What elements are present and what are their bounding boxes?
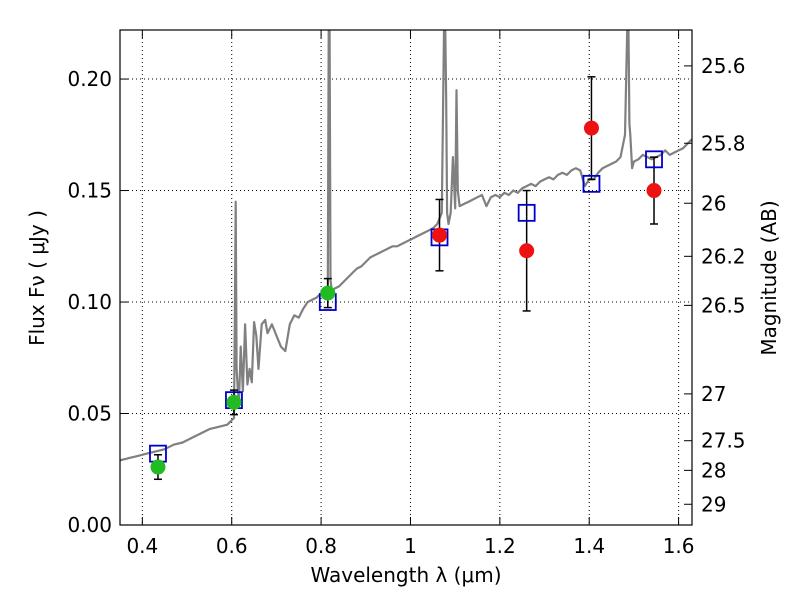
error-bars [153, 76, 659, 481]
ground-photometry-point [150, 459, 166, 475]
model-spectrum-path [120, 30, 692, 462]
x-tick-label: 0.4 [126, 534, 158, 558]
x-tick-label: 1.2 [484, 534, 516, 558]
x-axis-label: Wavelength λ (μm) [310, 563, 501, 587]
model-photometry-point [517, 203, 536, 222]
right-tick-label: 26.2 [701, 244, 746, 268]
space-photometry-point [646, 183, 662, 199]
model-photometry-point [582, 174, 601, 193]
model-photometry-point [645, 150, 663, 169]
right-tick-label: 28 [701, 458, 726, 482]
data-points [149, 120, 663, 475]
ground-photometry-point [320, 285, 336, 301]
grid-lines [120, 30, 692, 526]
right-axis-label: Magnitude (AB) [757, 200, 781, 355]
plot-border [119, 29, 693, 526]
x-tick-label: 1.6 [663, 534, 695, 558]
right-tick-label: 26 [701, 191, 726, 215]
ground-photometry-point [226, 394, 242, 410]
y-tick-label: 0.10 [67, 290, 112, 314]
right-tick-label: 26.5 [701, 293, 746, 317]
x-tick-label: 0.8 [305, 534, 337, 558]
plot-frame [119, 29, 693, 526]
right-tick-label: 29 [701, 492, 726, 516]
axis-ticks: 0.4 0.6 0.8 1 1.2 1.4 1.6 0.00 0.05 0.10 0.15 0.20 2… [67, 30, 746, 558]
right-tick-label: 25.8 [701, 131, 746, 155]
y-tick-label: 0.15 [67, 179, 112, 203]
x-tick-label: 1.4 [573, 534, 605, 558]
space-photometry-point [583, 120, 599, 136]
y-tick-label: 0.20 [67, 67, 112, 91]
y-tick-label: 0.00 [67, 513, 112, 537]
x-tick-label: 1 [404, 534, 417, 558]
y-tick-label: 0.05 [67, 402, 112, 426]
space-photometry-point [519, 243, 535, 259]
space-photometry-point [432, 227, 448, 243]
x-tick-label: 0.6 [216, 534, 248, 558]
model-spectrum-line [120, 30, 692, 462]
right-tick-label: 27.5 [701, 429, 746, 453]
right-tick-label: 27 [701, 382, 726, 406]
y-axis-label: Flux Fν ( μJy ) [25, 210, 49, 346]
right-tick-label: 25.6 [701, 54, 746, 78]
